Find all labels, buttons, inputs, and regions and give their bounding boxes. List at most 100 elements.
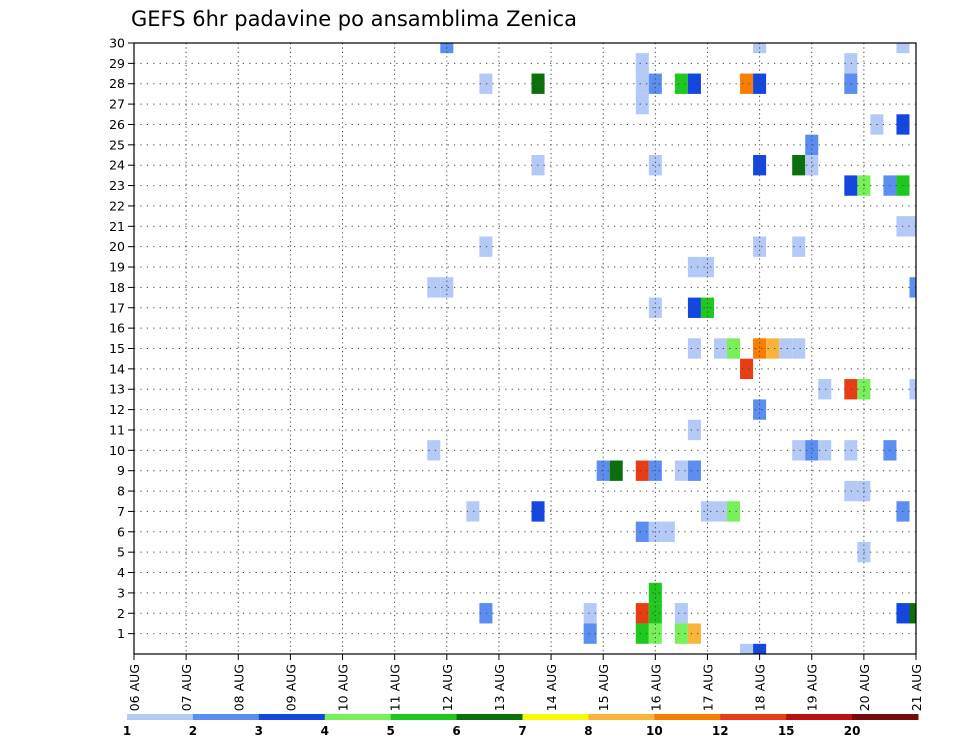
colorbar-label: 10 — [646, 724, 663, 738]
precip-cell — [609, 460, 623, 481]
y-tick-label: 18 — [109, 280, 125, 295]
y-tick-label: 10 — [109, 443, 125, 458]
y-tick-label: 15 — [109, 341, 125, 356]
precip-cell — [727, 338, 741, 359]
y-tick-label: 11 — [109, 422, 125, 437]
precip-cell — [740, 358, 754, 380]
precip-cell — [635, 521, 649, 542]
precip-cell — [479, 236, 493, 257]
y-tick-label: 24 — [109, 158, 125, 173]
x-tick-label: 18 AUG — [753, 664, 768, 711]
x-tick-label: 17 AUG — [700, 664, 715, 711]
colorbar-label: 4 — [321, 724, 329, 738]
colorbar-segment — [127, 714, 194, 720]
colorbar-label: 15 — [778, 724, 795, 738]
precip-cell — [635, 53, 649, 74]
precip-cell — [635, 603, 649, 624]
x-tick-label: 12 AUG — [440, 664, 455, 711]
y-tick-label: 30 — [109, 36, 125, 51]
precip-cell — [792, 155, 806, 176]
colorbar-segment — [720, 714, 787, 720]
colorbar-label: 20 — [844, 724, 861, 738]
y-tick-label: 3 — [117, 585, 125, 600]
y-axis: 1234567891011121314151617181920212223242… — [109, 36, 134, 641]
y-tick-label: 8 — [117, 484, 125, 499]
precip-cell — [753, 399, 767, 420]
precip-cell — [440, 277, 454, 298]
x-tick-label: 16 AUG — [648, 664, 663, 711]
y-tick-label: 21 — [109, 219, 125, 234]
precip-cell — [766, 338, 780, 359]
y-tick-label: 7 — [117, 504, 125, 519]
y-tick-label: 9 — [117, 463, 125, 478]
precip-cell — [583, 623, 597, 644]
y-tick-label: 16 — [109, 321, 125, 336]
precip-cell — [818, 379, 832, 400]
precip-cell — [687, 73, 701, 94]
y-tick-label: 27 — [109, 97, 125, 112]
precip-cell — [687, 623, 701, 644]
y-tick-label: 6 — [117, 524, 125, 539]
precip-cell — [909, 277, 916, 298]
colorbar: 1 2 3 4 5 6 7 8 10 12 15 20 — [123, 714, 919, 738]
precip-cell — [740, 643, 754, 654]
precip-cell — [687, 419, 701, 441]
colorbar-segment — [456, 714, 523, 720]
colorbar-segment — [258, 714, 326, 720]
x-axis: 06 AUG 07 AUG 08 AUG 09 AUG 10 AUG 11 AUG 12 A… — [127, 654, 924, 711]
precip-cell — [648, 603, 662, 624]
x-tick-label: 10 AUG — [336, 664, 351, 711]
x-tick-label: 14 AUG — [544, 664, 559, 711]
y-tick-label: 13 — [109, 382, 125, 397]
precip-cell — [674, 460, 688, 481]
colorbar-segment — [324, 714, 392, 720]
x-tick-label: 15 AUG — [596, 664, 611, 711]
precip-cell — [674, 73, 688, 94]
precip-cell — [805, 440, 819, 461]
precip-cell — [713, 501, 728, 522]
precip-cell — [427, 277, 441, 298]
precip-cell — [753, 643, 767, 654]
y-tick-label: 29 — [109, 56, 125, 71]
precip-cell — [648, 582, 662, 604]
precip-cell — [674, 623, 688, 644]
colorbar-label: 1 — [123, 724, 131, 738]
precip-cell — [635, 93, 649, 115]
x-tick-label: 20 AUG — [857, 664, 872, 711]
y-tick-label: 1 — [117, 626, 125, 641]
precip-cell — [700, 256, 714, 278]
precip-cell — [753, 338, 767, 359]
colorbar-segment — [522, 714, 589, 720]
precip-cell — [466, 501, 480, 522]
x-tick-label: 07 AUG — [179, 664, 194, 711]
y-tick-label: 23 — [109, 178, 125, 193]
precip-cell — [661, 521, 675, 542]
x-tick-label: 08 AUG — [231, 664, 246, 711]
precip-cell — [427, 440, 441, 461]
precip-cell — [740, 73, 754, 94]
colorbar-label: 2 — [189, 724, 197, 738]
y-tick-label: 2 — [117, 606, 125, 621]
x-tick-label: 09 AUG — [283, 664, 298, 711]
grid-layer — [134, 43, 916, 654]
y-tick-label: 4 — [117, 565, 125, 580]
precip-cell — [674, 603, 688, 624]
x-tick-label: 19 AUG — [805, 664, 820, 711]
precip-cell — [792, 440, 806, 461]
precip-cell — [687, 256, 701, 278]
y-tick-label: 14 — [109, 361, 125, 376]
precip-cell — [635, 623, 649, 644]
colorbar-label: 12 — [712, 724, 729, 738]
precip-cell — [648, 155, 662, 176]
colorbar-segment — [192, 714, 260, 720]
y-tick-label: 25 — [109, 137, 125, 152]
precip-cell — [635, 460, 649, 481]
y-tick-label: 12 — [109, 402, 125, 417]
colorbar-label: 6 — [452, 724, 460, 738]
colorbar-segment — [390, 714, 458, 720]
precip-cell — [635, 73, 649, 94]
precip-cell — [805, 155, 819, 176]
y-tick-label: 20 — [109, 239, 125, 254]
precip-cell — [700, 501, 714, 522]
